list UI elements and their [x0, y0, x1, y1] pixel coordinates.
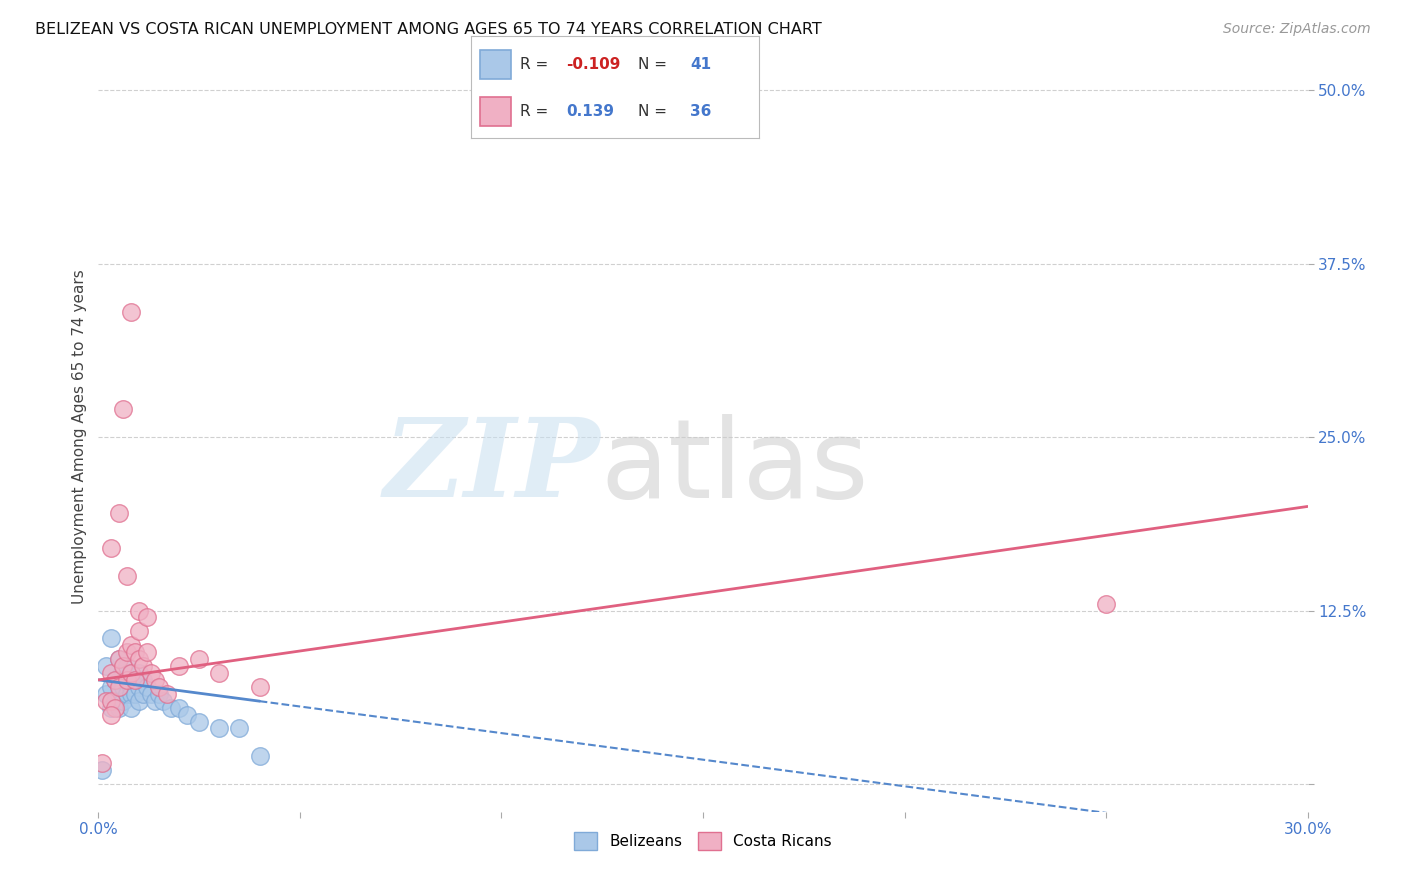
- Text: 0.139: 0.139: [567, 104, 614, 120]
- Point: [249, 749, 271, 764]
- Point: [120, 680, 142, 694]
- Point: [128, 652, 150, 666]
- Point: [120, 665, 142, 680]
- Point: [132, 659, 155, 673]
- Point: [148, 680, 170, 694]
- Point: [139, 665, 162, 680]
- Point: [111, 659, 134, 673]
- Point: [124, 673, 146, 687]
- Point: [96, 694, 118, 708]
- Point: [156, 687, 179, 701]
- Point: [100, 632, 122, 646]
- Point: [115, 569, 138, 583]
- Text: 41: 41: [690, 57, 711, 72]
- Point: [139, 687, 162, 701]
- Text: 36: 36: [690, 104, 711, 120]
- Point: [135, 610, 157, 624]
- Point: [91, 756, 114, 771]
- Point: [135, 680, 157, 694]
- Legend: Belizeans, Costa Ricans: Belizeans, Costa Ricans: [568, 826, 838, 856]
- Point: [135, 645, 157, 659]
- Point: [124, 645, 146, 659]
- Point: [128, 603, 150, 617]
- Text: R =: R =: [520, 57, 553, 72]
- Point: [107, 673, 129, 687]
- Point: [100, 707, 122, 722]
- Point: [115, 673, 138, 687]
- FancyBboxPatch shape: [479, 50, 512, 78]
- Point: [107, 652, 129, 666]
- Point: [120, 638, 142, 652]
- Point: [188, 714, 211, 729]
- Point: [120, 665, 142, 680]
- Point: [124, 687, 146, 701]
- Point: [128, 665, 150, 680]
- Point: [188, 652, 211, 666]
- Point: [107, 700, 129, 714]
- Point: [103, 673, 125, 687]
- Point: [103, 694, 125, 708]
- Y-axis label: Unemployment Among Ages 65 to 74 years: Unemployment Among Ages 65 to 74 years: [72, 269, 87, 605]
- Point: [152, 694, 174, 708]
- Point: [208, 665, 231, 680]
- Point: [103, 700, 125, 714]
- Point: [100, 694, 122, 708]
- Point: [128, 680, 150, 694]
- Point: [128, 694, 150, 708]
- Point: [96, 659, 118, 673]
- Point: [167, 700, 190, 714]
- Point: [143, 673, 166, 687]
- Text: -0.109: -0.109: [567, 57, 620, 72]
- Point: [128, 624, 150, 639]
- Point: [111, 402, 134, 417]
- Point: [160, 700, 183, 714]
- FancyBboxPatch shape: [479, 97, 512, 126]
- Point: [120, 305, 142, 319]
- Point: [115, 687, 138, 701]
- Point: [115, 645, 138, 659]
- Point: [176, 707, 198, 722]
- Point: [107, 652, 129, 666]
- Point: [120, 687, 142, 701]
- Point: [249, 680, 271, 694]
- Point: [228, 722, 250, 736]
- Point: [132, 673, 155, 687]
- Point: [107, 507, 129, 521]
- Point: [115, 673, 138, 687]
- Point: [148, 687, 170, 701]
- Point: [100, 541, 122, 555]
- Text: BELIZEAN VS COSTA RICAN UNEMPLOYMENT AMONG AGES 65 TO 74 YEARS CORRELATION CHART: BELIZEAN VS COSTA RICAN UNEMPLOYMENT AMO…: [35, 22, 823, 37]
- Point: [167, 659, 190, 673]
- Point: [124, 673, 146, 687]
- Point: [107, 680, 129, 694]
- Point: [111, 680, 134, 694]
- Text: ZIP: ZIP: [384, 413, 600, 521]
- Point: [103, 673, 125, 687]
- Point: [100, 665, 122, 680]
- Point: [1095, 597, 1118, 611]
- Text: R =: R =: [520, 104, 558, 120]
- Text: Source: ZipAtlas.com: Source: ZipAtlas.com: [1223, 22, 1371, 37]
- Text: N =: N =: [638, 104, 672, 120]
- Point: [120, 700, 142, 714]
- Point: [143, 694, 166, 708]
- Point: [96, 687, 118, 701]
- Point: [111, 694, 134, 708]
- Point: [100, 680, 122, 694]
- Point: [115, 659, 138, 673]
- Text: atlas: atlas: [600, 414, 869, 521]
- Point: [208, 722, 231, 736]
- Point: [91, 763, 114, 777]
- Point: [100, 700, 122, 714]
- Text: N =: N =: [638, 57, 672, 72]
- Point: [107, 687, 129, 701]
- Point: [111, 665, 134, 680]
- Point: [132, 687, 155, 701]
